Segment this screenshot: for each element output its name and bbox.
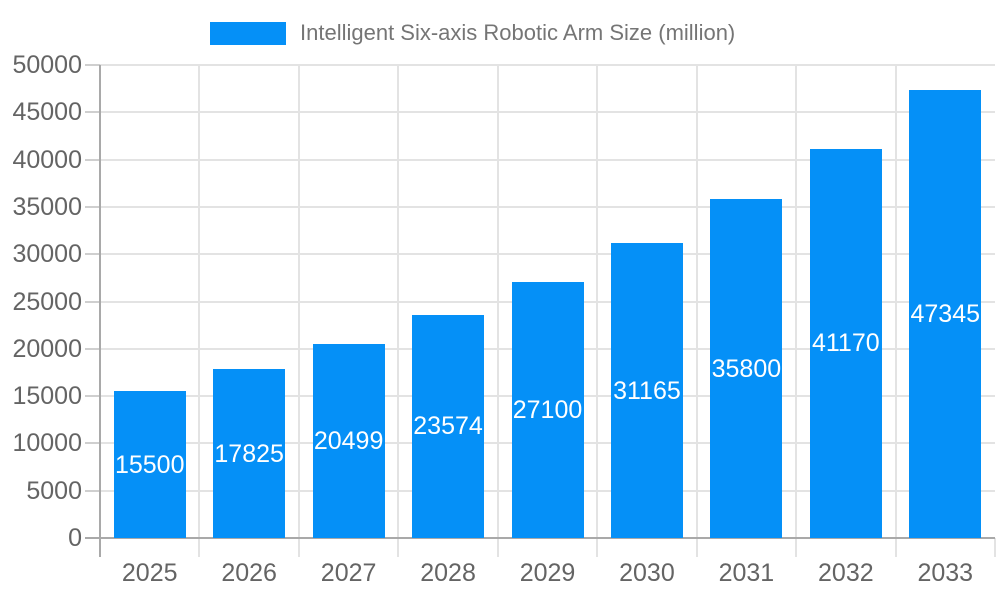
bar-value-label: 23574 [413,412,483,441]
legend-label: Intelligent Six-axis Robotic Arm Size (m… [300,20,736,45]
bar[interactable] [909,90,982,538]
y-axis-label: 5000 [26,476,82,505]
bar-value-label: 20499 [313,427,384,456]
y-axis-label: 40000 [12,145,82,174]
bar[interactable] [610,243,683,538]
gridline-horizontal [100,64,995,66]
gridline-vertical [695,65,698,538]
gridline-vertical [596,65,599,538]
y-axis-tick [85,489,100,492]
y-axis-tick [85,347,100,350]
y-axis-label: 15000 [12,382,82,411]
gridline-vertical [496,65,499,538]
x-axis-tick [297,538,300,557]
x-axis-tick [894,538,897,557]
bar-value-label: 15500 [114,450,185,479]
x-axis-label: 2033 [917,559,974,587]
y-axis-tick [85,205,100,208]
gridline-vertical [297,65,300,538]
x-axis-line [85,537,995,539]
y-axis-label: 30000 [12,240,82,269]
gridline-horizontal [100,253,995,256]
gridline-horizontal [100,158,995,161]
bar[interactable] [312,344,385,538]
gridline-horizontal [100,205,995,208]
x-axis-label: 2027 [320,559,377,587]
gridline-vertical [894,65,897,538]
y-axis-tick [85,395,100,398]
bar[interactable] [809,148,882,538]
x-axis-tick [596,538,599,557]
y-axis-tick [85,158,100,161]
x-axis-tick [496,538,499,557]
y-axis-tick [85,253,100,256]
bar[interactable] [412,314,485,538]
y-axis-label: 25000 [12,287,82,316]
bar-value-label: 47345 [910,300,981,329]
y-axis-label: 50000 [12,51,82,79]
x-axis-label: 2026 [221,559,277,587]
x-axis-tick [198,538,201,557]
y-axis-label: 35000 [12,192,82,221]
y-axis-label: 20000 [12,334,82,363]
x-axis-label: 2032 [818,559,874,587]
x-axis-tick [397,538,400,557]
bar[interactable] [113,391,186,538]
bar-value-label: 27100 [512,395,583,424]
x-axis-tick [795,538,798,557]
bar[interactable] [213,369,286,538]
bar-value-label: 41170 [811,329,880,358]
x-axis-label: 2025 [121,559,178,587]
x-axis-label: 2030 [619,559,675,587]
bar[interactable] [710,199,783,538]
y-axis-tick [85,442,100,445]
bar-value-label: 17825 [214,439,284,468]
gridline-vertical [397,65,400,538]
x-axis-tick [695,538,698,557]
gridline-vertical [795,65,798,538]
bar[interactable] [511,281,584,538]
bar-value-label: 35800 [711,354,782,383]
gridline-vertical [198,65,201,538]
x-axis-label: 2029 [519,559,576,587]
y-axis-label: 10000 [12,429,82,458]
legend-swatch [210,21,286,45]
gridline-horizontal [100,111,995,114]
y-axis-tick [85,111,100,114]
legend-item[interactable]: Intelligent Six-axis Robotic Arm Size (m… [210,20,735,46]
x-axis-tick [994,538,996,557]
y-axis-tick [85,64,100,66]
x-axis-label: 2031 [718,559,775,587]
y-axis-tick [85,300,100,303]
x-axis-label: 2028 [420,559,476,587]
y-axis-label: 45000 [12,98,82,127]
y-axis-line [99,65,101,557]
y-axis-label: 0 [68,524,82,552]
bar-value-label: 31165 [613,376,681,405]
